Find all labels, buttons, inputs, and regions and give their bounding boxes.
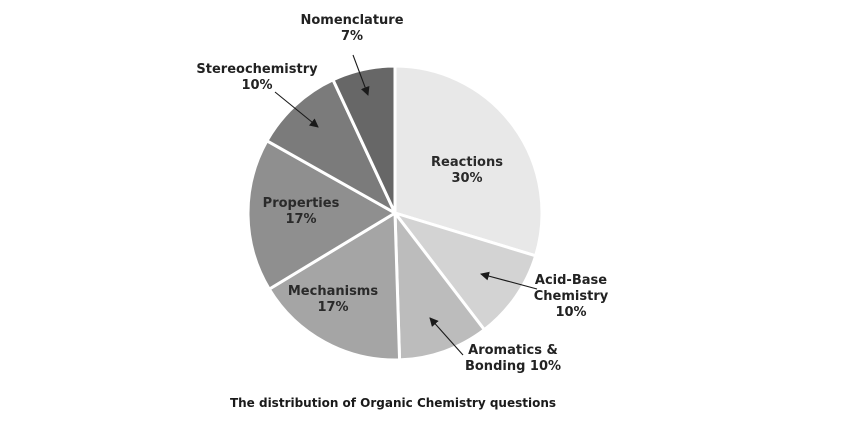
slice-label-line: Properties [263,196,340,211]
slice-label-line: Acid-Base [535,273,607,288]
slice-label-line: Stereochemistry [196,62,318,77]
pie-slice-properties [246,138,398,292]
slice-label-nomenclature: Nomenclature 7% [300,13,403,44]
pie-slice-aromatics-and-bonding [393,208,487,362]
label-arrow-stereochemistry [274,91,319,128]
slice-label-line: Nomenclature [300,13,403,28]
slice-label-mechanisms: Mechanisms 17% [288,284,378,315]
slice-label-line: Mechanisms [288,284,378,299]
label-arrow-aromatics-and-bonding [429,317,464,356]
pie-slice-reactions [393,64,544,258]
slice-label-line: Bonding 10% [465,359,561,374]
pie-slice-nomenclature [330,64,397,214]
slice-label-line: 17% [285,212,316,227]
label-arrow-acid-base-chemistry [480,271,538,290]
slice-label-reactions: Reactions 30% [431,155,503,186]
slice-label-line: 17% [317,300,348,315]
slice-label-properties: Properties 17% [263,196,340,227]
pie-slice-stereochemistry [264,77,399,217]
chart-caption: The distribution of Organic Chemistry qu… [230,396,556,410]
slice-label-stereochemistry: Stereochemistry 10% [196,62,318,93]
pie-slice-acid-base-chemistry [390,210,538,332]
label-arrow-nomenclature [352,54,370,96]
slice-label-line: 10% [555,305,586,320]
slice-label-line: Reactions [431,155,503,170]
slice-label-acid-base-chemistry: Acid-Base Chemistry 10% [534,273,609,320]
slice-label-line: Aromatics & [468,343,558,358]
pie-slice-mechanisms [267,210,402,362]
slice-label-line: 30% [451,171,482,186]
pie-slices [246,64,544,362]
slice-label-line: 10% [241,78,272,93]
slice-label-line: Chemistry [534,289,609,304]
slice-label-line: 7% [341,29,363,44]
slice-label-aromatics-and-bonding: Aromatics & Bonding 10% [465,343,561,374]
pie-labels: Reactions 30%Acid-Base Chemistry 10%Aromati… [196,13,608,374]
